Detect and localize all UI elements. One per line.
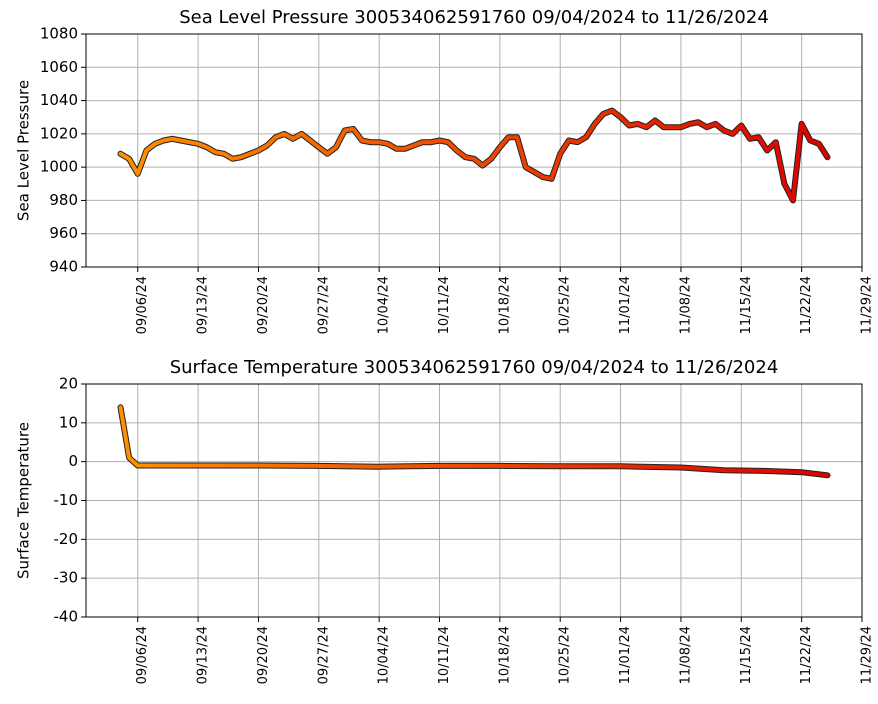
plot-frame [85,383,863,618]
x-tick-label: 09/06/24 [135,276,150,334]
x-tick-label: 09/27/24 [316,626,331,684]
x-tick-label: 10/25/24 [558,276,573,334]
y-tick-label: 1020 [40,124,78,142]
y-tick-label: 1000 [40,158,78,176]
x-tick-label: 11/08/24 [678,626,693,684]
x-tick-label: 10/18/24 [497,276,512,334]
y-tick-label: 980 [49,191,78,209]
x-tick-label: 11/08/24 [678,276,693,334]
line [118,405,830,478]
y-tick-label: -40 [54,608,79,626]
x-tick-label: 11/15/24 [739,626,754,684]
x-tick-label: 11/15/24 [739,276,754,334]
y-tick-label: 0 [68,452,78,470]
chart-title: Surface Temperature 300534062591760 09/0… [170,357,779,378]
x-tick-label: 11/22/24 [799,276,814,334]
y-tick-label: -20 [54,530,79,548]
y-tick-label: 10 [59,413,78,431]
y-tick-label: 940 [49,258,78,276]
x-tick-label: 09/13/24 [196,626,211,684]
y-tick-label: 1040 [40,91,78,109]
y-tick-label: -30 [54,569,79,587]
x-tick-label: 10/04/24 [377,626,392,684]
x-tick-label: 10/11/24 [437,626,452,684]
x-tick-label: 11/22/24 [799,626,814,684]
plot-frame [85,33,863,268]
y-tick-label: 960 [49,224,78,242]
x-tick-label: 11/29/24 [860,626,875,684]
x-tick-label: 10/11/24 [437,276,452,334]
x-tick-label: 09/13/24 [196,276,211,334]
x-tick-label: 11/29/24 [860,276,875,334]
y-tick-label: 20 [59,375,78,393]
chart-title: Sea Level Pressure 300534062591760 09/04… [179,7,769,28]
x-tick-label: 09/06/24 [135,626,150,684]
x-tick-label: 09/27/24 [316,276,331,334]
x-tick-label: 11/01/24 [618,276,633,334]
x-tick-label: 10/04/24 [377,276,392,334]
x-tick-label: 11/01/24 [618,626,633,684]
x-tick-label: 09/20/24 [256,276,271,334]
y-tick-label: 1060 [40,58,78,76]
x-tick-label: 10/18/24 [497,626,512,684]
y-tick-label: 1080 [40,25,78,43]
x-tick-label: 10/25/24 [558,626,573,684]
y-tick-label: -10 [54,491,79,509]
line [118,108,830,203]
x-tick-label: 09/20/24 [256,626,271,684]
y-axis-label: Sea Level Pressure [15,80,33,221]
y-axis-label: Surface Temperature [15,422,33,579]
